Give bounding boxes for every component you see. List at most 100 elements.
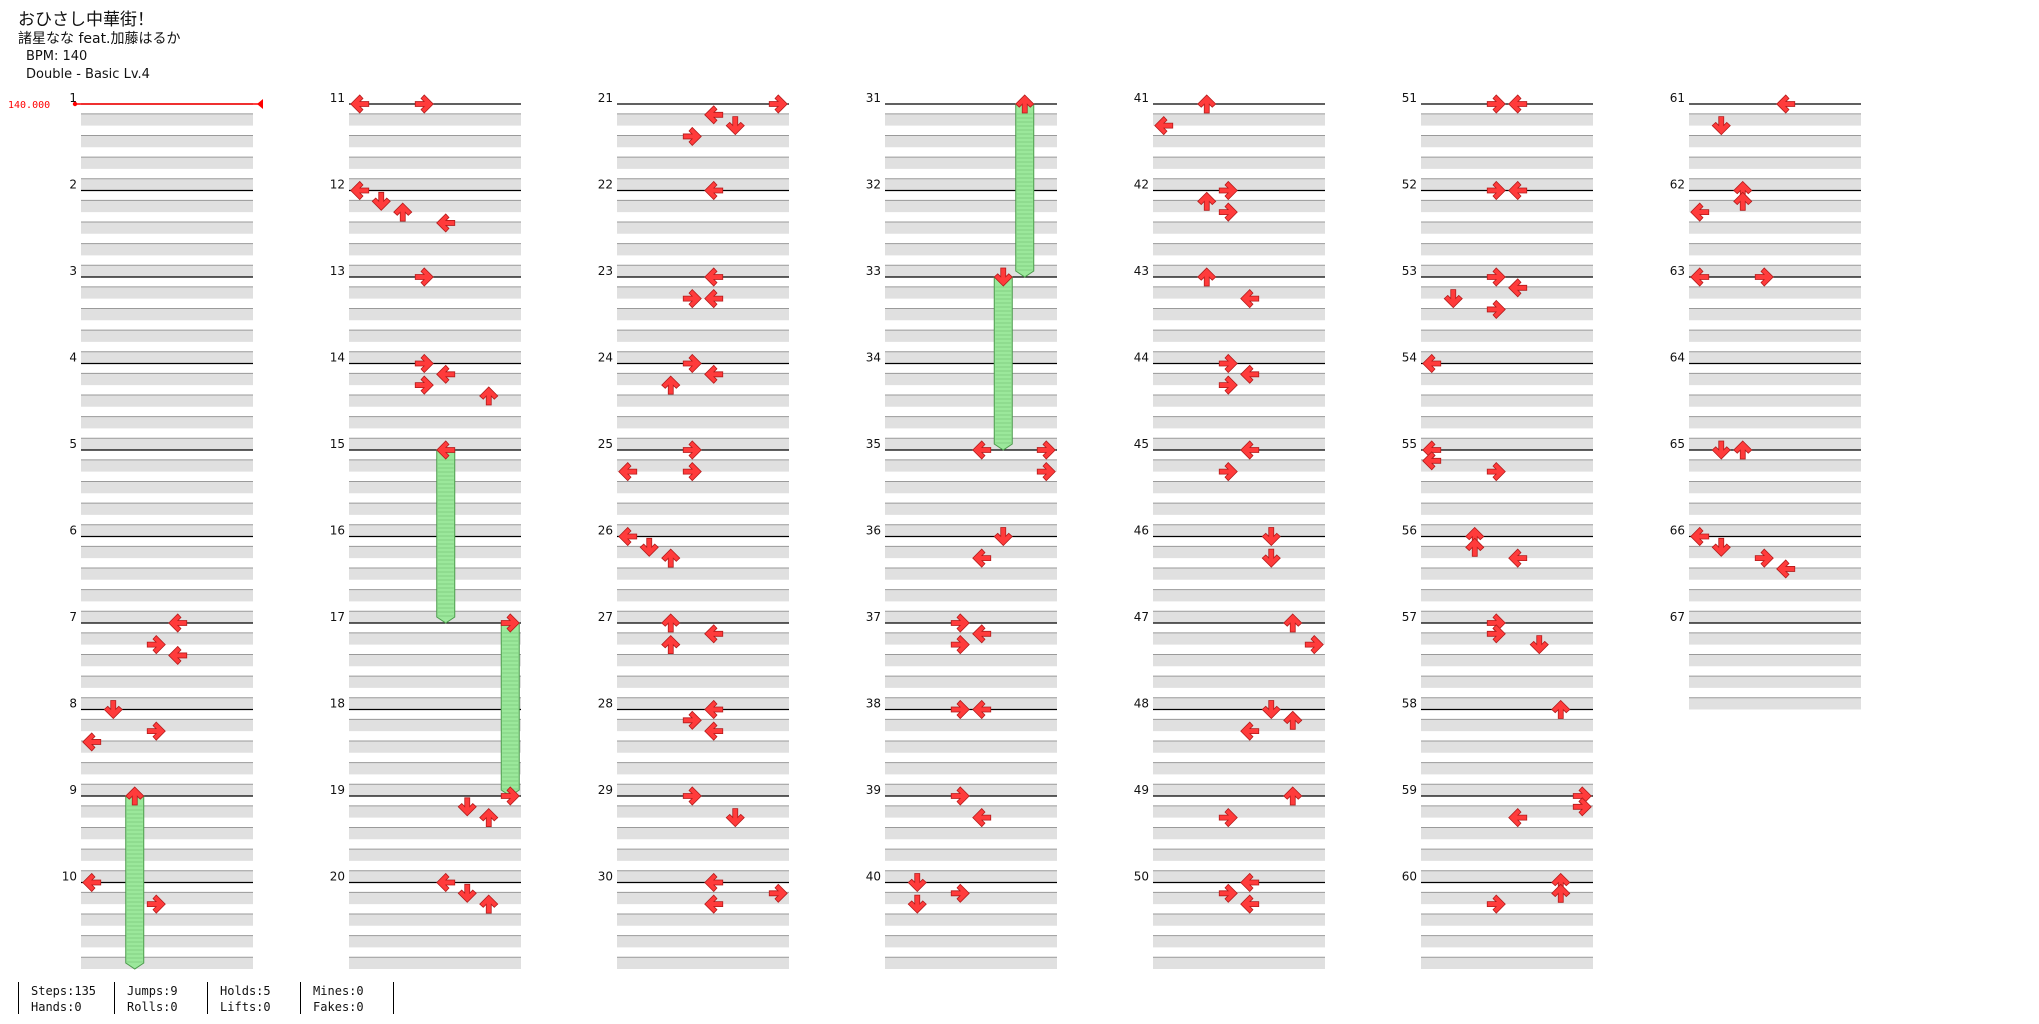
beat-band <box>1421 394 1593 407</box>
beat-band <box>81 135 253 148</box>
arrow-note-right <box>1572 797 1592 817</box>
arrow-shape <box>125 786 145 806</box>
beat-band <box>1153 654 1325 667</box>
arrow-shape <box>704 894 724 914</box>
beat-band <box>349 178 521 191</box>
arrow-shape <box>972 808 992 828</box>
beat-band <box>885 892 1057 905</box>
beat-band <box>1689 589 1861 602</box>
beat-band <box>885 827 1057 840</box>
beat-band <box>885 957 1057 969</box>
arrow-note-down <box>1711 440 1731 460</box>
arrow-note-up <box>1015 94 1035 114</box>
beat-band <box>1689 221 1861 234</box>
beat-band <box>81 740 253 753</box>
beat-band <box>1421 676 1593 688</box>
beat-band <box>1421 416 1593 429</box>
arrow-shape <box>350 94 370 114</box>
measure-number: 30 <box>598 870 613 884</box>
beat-band <box>1421 957 1593 969</box>
arrow-shape <box>1240 289 1260 309</box>
beat-band <box>1153 200 1325 213</box>
arrow-note-left <box>704 180 724 201</box>
stat-label: Jumps: <box>127 984 171 998</box>
arrow-note-left <box>1240 440 1260 460</box>
arrow-note-up <box>479 894 499 914</box>
arrow-note-right <box>682 710 702 730</box>
beat-band <box>617 784 789 796</box>
beat-band <box>885 135 1057 148</box>
measure-number: 1 <box>69 91 77 105</box>
arrow-shape <box>704 180 724 201</box>
beat-band <box>1689 632 1861 645</box>
measure-number: 16 <box>330 524 345 538</box>
beat-band <box>81 481 253 494</box>
beat-band <box>885 676 1057 688</box>
arrow-note-left <box>972 699 992 720</box>
beat-band <box>885 632 1057 645</box>
beat-band <box>81 157 253 169</box>
stat-label: Steps: <box>31 984 75 998</box>
arrow-note-down <box>1711 537 1731 557</box>
measure-number: 2 <box>69 178 77 192</box>
beat-band <box>1153 957 1325 969</box>
arrow-shape <box>1572 797 1592 817</box>
arrow-note-left <box>704 624 724 644</box>
beat-band <box>81 113 253 126</box>
beat-band <box>1421 524 1593 537</box>
beat-band <box>617 957 789 969</box>
arrow-note-up <box>1283 710 1303 730</box>
measure-number: 10 <box>62 870 77 884</box>
arrow-note-up <box>1551 883 1571 903</box>
beat-band <box>1153 394 1325 407</box>
arrow-shape <box>146 721 166 741</box>
arrow-shape <box>1711 537 1731 557</box>
beat-band <box>1421 351 1593 364</box>
arrow-note-right <box>1754 548 1774 568</box>
beat-band <box>1689 438 1861 450</box>
beat-band <box>885 265 1057 277</box>
arrow-shape <box>1551 699 1571 719</box>
arrow-shape <box>1711 116 1731 136</box>
beat-band <box>1153 416 1325 429</box>
arrow-shape <box>1486 462 1506 482</box>
measure-number: 31 <box>866 91 881 105</box>
beat-band <box>617 308 789 321</box>
arrow-note-right <box>682 786 702 806</box>
arrow-note-down <box>1711 116 1731 136</box>
beat-band <box>885 351 1057 364</box>
arrow-shape <box>1015 94 1035 114</box>
beat-band <box>1421 740 1593 753</box>
arrow-shape <box>1776 94 1796 114</box>
beat-band <box>617 351 789 364</box>
stat-label: Hands: <box>31 1000 75 1014</box>
beat-band <box>1153 546 1325 559</box>
beat-band <box>1421 459 1593 472</box>
beat-band <box>349 892 521 905</box>
arrow-shape <box>1036 462 1056 482</box>
arrow-shape <box>704 699 724 720</box>
beat-band <box>81 676 253 688</box>
beat-band <box>81 805 253 818</box>
beat-band <box>617 481 789 494</box>
beat-band <box>617 394 789 407</box>
measure-number: 6 <box>69 524 77 538</box>
arrow-note-right <box>500 613 520 633</box>
arrow-shape <box>768 94 788 114</box>
measure-number: 7 <box>69 610 77 624</box>
beat-band <box>1689 416 1861 429</box>
arrow-note-right <box>950 699 970 720</box>
arrow-shape <box>1508 94 1528 114</box>
bpm-start-marker <box>72 101 78 107</box>
beat-band <box>81 503 253 515</box>
measure-number: 51 <box>1402 91 1417 105</box>
arrow-note-left <box>82 732 102 752</box>
stat-rolls: 0 <box>170 1000 178 1014</box>
beat-band <box>349 308 521 321</box>
measure-number: 36 <box>866 524 881 538</box>
measure-number: 42 <box>1134 178 1149 192</box>
beat-band <box>349 784 521 796</box>
beat-band <box>617 913 789 926</box>
beat-band <box>1421 308 1593 321</box>
arrow-shape <box>704 872 724 893</box>
